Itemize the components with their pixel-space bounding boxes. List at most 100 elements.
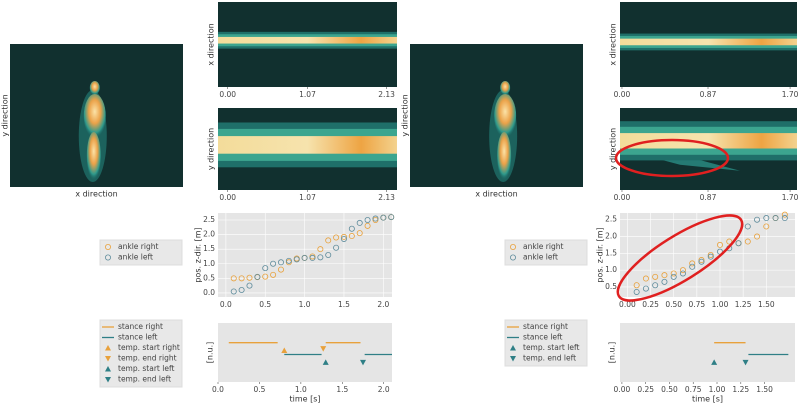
data-point [230, 275, 237, 282]
data-point [262, 265, 269, 272]
x-tick-label: 0.0 [220, 300, 232, 309]
data-point [661, 278, 668, 285]
event-marker [360, 359, 366, 366]
silhouette-head [89, 81, 100, 95]
data-point [380, 214, 387, 221]
legend-marker [509, 254, 516, 261]
x-tick-label: 2.0 [378, 385, 390, 394]
highlight-ellipse [616, 214, 744, 302]
data-point [254, 273, 261, 280]
legend-label: temp. end right [118, 354, 177, 363]
y-axis-label: y direction [207, 128, 216, 170]
x-tick-label: 1.5 [336, 385, 348, 394]
data-point [781, 211, 788, 218]
legend-marker [510, 345, 516, 351]
data-point [781, 215, 788, 222]
legend-label: temp. start right [118, 343, 180, 352]
x-tick-label: 0.87 [700, 90, 717, 99]
legend-marker [105, 243, 112, 250]
data-point [333, 234, 340, 241]
x-tick-label: 0.5 [253, 385, 265, 394]
data-point [372, 215, 379, 222]
data-point [735, 240, 742, 247]
x-tick-label: 0.00 [619, 300, 636, 309]
silhouette-head [500, 81, 511, 95]
x-tick-label: 1.00 [712, 300, 729, 309]
x-tick-label: 1.25 [732, 385, 749, 394]
data-point [317, 254, 324, 261]
heatmap-core [620, 38, 797, 46]
heatmap-core [218, 136, 397, 154]
plot-background [620, 213, 795, 297]
x-tick-label: 1.0 [299, 300, 311, 309]
data-point [356, 219, 363, 226]
silhouette-body [494, 94, 517, 138]
data-point [679, 267, 686, 274]
data-point [277, 266, 284, 273]
x-tick-label: 1.50 [756, 385, 773, 394]
silhouette-legs [86, 132, 101, 180]
legend-box [504, 319, 588, 367]
x-tick-label: 0.75 [685, 385, 702, 394]
event-marker [711, 359, 718, 365]
y-axis-label: [n.u.] [608, 342, 617, 363]
legend-label: temp. start left [523, 343, 579, 352]
data-point [652, 282, 659, 289]
data-point [238, 275, 245, 282]
data-point [754, 216, 761, 223]
data-point [642, 285, 649, 292]
legend-marker [105, 356, 111, 362]
x-axis-label: x direction [75, 190, 117, 199]
data-point [364, 216, 371, 223]
y-axis-label: y direction [609, 128, 618, 170]
legend-label: temp. end left [523, 354, 576, 363]
legend-box [504, 239, 588, 266]
y-axis-label: x direction [609, 23, 618, 65]
y-axis-label: pos. z-dir. [m] [194, 227, 203, 282]
legend-label: stance left [118, 333, 158, 342]
data-point [325, 251, 332, 258]
x-tick-label: 0.87 [700, 193, 717, 202]
data-point [707, 253, 714, 260]
data-point [763, 215, 770, 222]
x-tick-label: 0.5 [259, 300, 271, 309]
x-tick-label: 1.70 [782, 193, 799, 202]
heatmap-core [218, 36, 397, 44]
x-tick-label: 2.0 [377, 300, 389, 309]
data-point [285, 257, 292, 264]
data-point [293, 256, 300, 263]
data-point [689, 263, 696, 270]
x-tick-label: 1.5 [338, 300, 350, 309]
data-point [317, 246, 324, 253]
y-tick-label: 1.5 [605, 248, 617, 257]
x-tick-label: 1.07 [299, 193, 316, 202]
legend-label: stance right [523, 322, 568, 331]
data-point [270, 271, 277, 278]
data-point [356, 230, 363, 237]
silhouette-legs [497, 132, 512, 180]
event-marker [322, 359, 329, 365]
x-tick-label: 0.50 [661, 385, 678, 394]
x-tick-label: 2.13 [378, 193, 395, 202]
legend-label: ankle left [118, 253, 153, 262]
data-point [744, 238, 751, 245]
y-tick-label: 2.5 [605, 215, 617, 224]
x-tick-label: 0.0 [212, 385, 224, 394]
event-marker [742, 359, 749, 366]
y-tick-label: 0.5 [605, 282, 617, 291]
x-axis-label: time [s] [692, 395, 723, 403]
y-tick-label: 2.5 [203, 215, 215, 224]
legend-marker [509, 243, 516, 250]
legend-label: ankle right [118, 242, 158, 251]
x-tick-label: 0.00 [614, 90, 631, 99]
y-tick-label: 0.5 [203, 273, 215, 282]
x-axis-label: x direction [475, 190, 517, 199]
legend-label: stance right [118, 322, 163, 331]
y-axis-label: y direction [1, 94, 10, 136]
legend-label: stance left [523, 333, 563, 342]
data-point [717, 241, 724, 248]
data-point [348, 225, 355, 232]
data-point [246, 282, 253, 289]
data-point [763, 223, 770, 230]
data-point [309, 254, 316, 261]
